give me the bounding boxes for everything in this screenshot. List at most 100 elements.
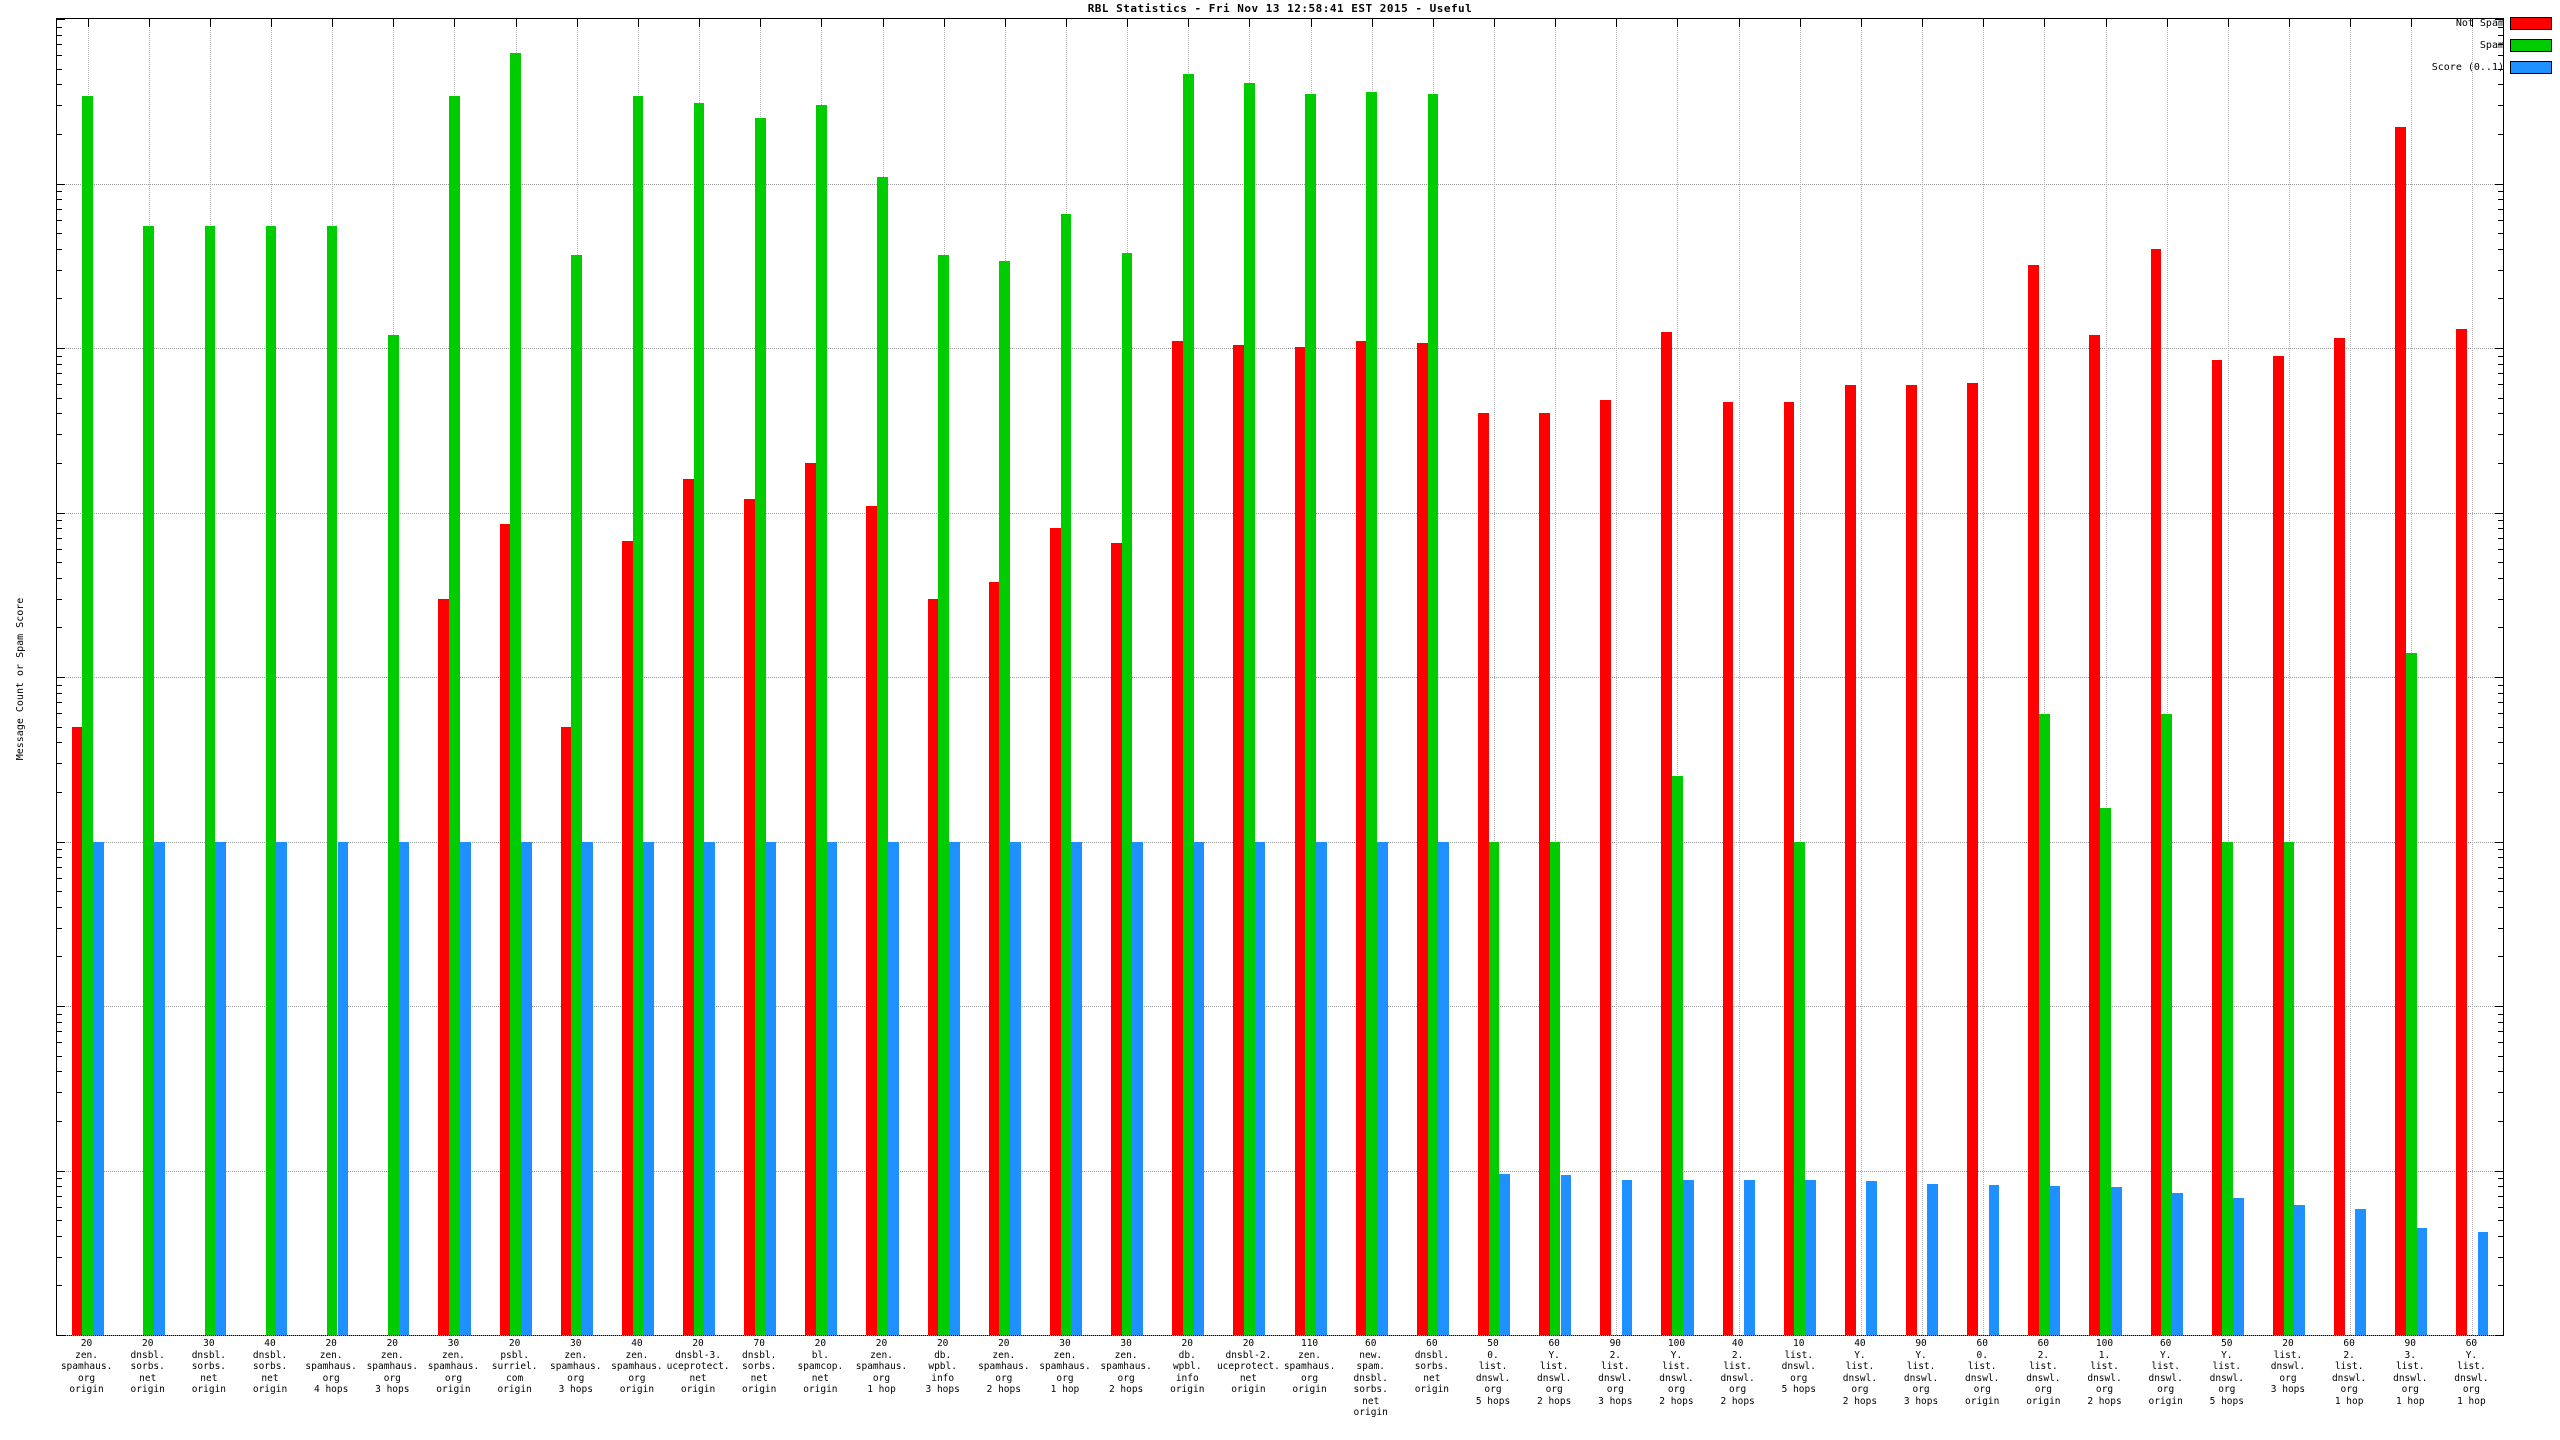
bar-score[interactable] xyxy=(1988,1184,2000,1335)
bar-score[interactable] xyxy=(1805,1180,1816,1335)
bar-spam[interactable] xyxy=(938,254,949,1335)
bar-group[interactable] xyxy=(805,19,838,1335)
bar-not-spam[interactable] xyxy=(988,581,1000,1335)
bar-group[interactable] xyxy=(255,19,288,1335)
bar-not-spam[interactable] xyxy=(2456,329,2468,1335)
bar-group[interactable] xyxy=(1416,19,1449,1335)
bar-spam[interactable] xyxy=(1060,214,1072,1335)
bar-not-spam[interactable] xyxy=(2028,264,2039,1335)
bar-not-spam[interactable] xyxy=(560,726,572,1335)
bar-score[interactable] xyxy=(276,841,288,1335)
bar-not-spam[interactable] xyxy=(1661,332,1673,1335)
bar-spam[interactable] xyxy=(1488,841,1500,1335)
bar-group[interactable] xyxy=(2334,19,2367,1335)
bar-group[interactable] xyxy=(2395,19,2428,1335)
bar-score[interactable] xyxy=(1377,841,1388,1335)
bar-spam[interactable] xyxy=(2039,713,2050,1335)
bar-score[interactable] xyxy=(2172,1192,2183,1335)
bar-score[interactable] xyxy=(1315,841,1327,1335)
bar-spam[interactable] xyxy=(571,254,583,1335)
bar-score[interactable] xyxy=(2110,1187,2122,1335)
bar-spam[interactable] xyxy=(1182,74,1194,1335)
bar-score[interactable] xyxy=(215,841,226,1335)
bar-group[interactable] xyxy=(1722,19,1755,1335)
bar-score[interactable] xyxy=(1010,841,1021,1335)
bar-not-spam[interactable] xyxy=(1722,401,1734,1335)
bar-score[interactable] xyxy=(1438,841,1449,1335)
bar-spam[interactable] xyxy=(82,96,93,1335)
bar-score[interactable] xyxy=(1866,1181,1877,1335)
bar-score[interactable] xyxy=(2416,1227,2428,1335)
bar-group[interactable] xyxy=(1233,19,1266,1335)
bar-not-spam[interactable] xyxy=(683,478,694,1335)
bar-group[interactable] xyxy=(499,19,532,1335)
bar-spam[interactable] xyxy=(510,53,521,1335)
bar-group[interactable] xyxy=(560,19,593,1335)
legend-item-spam[interactable]: Spam xyxy=(2402,36,2552,54)
bar-group[interactable] xyxy=(927,19,960,1335)
bar-spam[interactable] xyxy=(143,226,155,1335)
bar-score[interactable] xyxy=(1743,1179,1755,1335)
bar-spam[interactable] xyxy=(1794,841,1806,1335)
bar-score[interactable] xyxy=(582,841,593,1335)
bar-group[interactable] xyxy=(1783,19,1816,1335)
bar-not-spam[interactable] xyxy=(1049,528,1061,1335)
bar-spam[interactable] xyxy=(2161,713,2172,1335)
bar-group[interactable] xyxy=(2150,19,2183,1335)
bar-group[interactable] xyxy=(2028,19,2061,1335)
bar-score[interactable] xyxy=(92,841,104,1335)
bar-spam[interactable] xyxy=(1427,94,1439,1335)
bar-not-spam[interactable] xyxy=(1844,384,1856,1335)
bar-group[interactable] xyxy=(1172,19,1205,1335)
bar-group[interactable] xyxy=(1111,19,1144,1335)
bar-score[interactable] xyxy=(2049,1185,2061,1335)
bar-spam[interactable] xyxy=(1672,776,1683,1335)
bar-score[interactable] xyxy=(459,841,471,1335)
bar-group[interactable] xyxy=(2272,19,2305,1335)
bar-not-spam[interactable] xyxy=(744,499,755,1335)
bar-spam[interactable] xyxy=(204,226,216,1335)
bar-group[interactable] xyxy=(1661,19,1694,1335)
bar-score[interactable] xyxy=(643,841,654,1335)
bar-not-spam[interactable] xyxy=(1294,346,1306,1335)
bar-not-spam[interactable] xyxy=(1172,341,1183,1335)
bar-spam[interactable] xyxy=(2222,841,2234,1335)
bar-group[interactable] xyxy=(1049,19,1082,1335)
bar-score[interactable] xyxy=(1682,1179,1694,1335)
bar-group[interactable] xyxy=(744,19,777,1335)
bar-score[interactable] xyxy=(2294,1204,2305,1335)
bar-not-spam[interactable] xyxy=(2150,248,2162,1335)
bar-spam[interactable] xyxy=(877,176,888,1335)
bar-group[interactable] xyxy=(438,19,471,1335)
bar-group[interactable] xyxy=(1477,19,1511,1335)
bar-score[interactable] xyxy=(1499,1174,1511,1335)
bar-spam[interactable] xyxy=(999,260,1011,1335)
bar-spam[interactable] xyxy=(449,96,460,1335)
bar-group[interactable] xyxy=(316,19,349,1335)
bar-score[interactable] xyxy=(1927,1183,1939,1335)
bar-not-spam[interactable] xyxy=(1416,342,1428,1335)
bar-not-spam[interactable] xyxy=(1111,543,1122,1335)
bar-not-spam[interactable] xyxy=(1600,400,1611,1335)
bar-spam[interactable] xyxy=(1305,94,1316,1335)
bar-group[interactable] xyxy=(683,19,716,1335)
bar-score[interactable] xyxy=(1621,1179,1633,1335)
bar-not-spam[interactable] xyxy=(1906,384,1917,1335)
bar-not-spam[interactable] xyxy=(927,598,939,1335)
bar-not-spam[interactable] xyxy=(805,462,816,1335)
legend-item-not-spam[interactable]: Not Spam xyxy=(2402,14,2552,32)
bar-score[interactable] xyxy=(1132,841,1144,1335)
bar-score[interactable] xyxy=(520,841,532,1335)
bar-not-spam[interactable] xyxy=(2211,359,2223,1335)
legend-item-score[interactable]: Score (0..1) xyxy=(2402,58,2552,76)
bar-score[interactable] xyxy=(826,841,838,1335)
bar-group[interactable] xyxy=(988,19,1021,1335)
bar-score[interactable] xyxy=(704,841,716,1335)
bar-spam[interactable] xyxy=(754,118,766,1335)
bar-not-spam[interactable] xyxy=(1477,413,1489,1335)
bar-score[interactable] xyxy=(2477,1232,2489,1335)
bar-group[interactable] xyxy=(2456,19,2489,1335)
bar-score[interactable] xyxy=(1193,841,1205,1335)
bar-spam[interactable] xyxy=(326,226,338,1335)
bar-score[interactable] xyxy=(1071,841,1082,1335)
